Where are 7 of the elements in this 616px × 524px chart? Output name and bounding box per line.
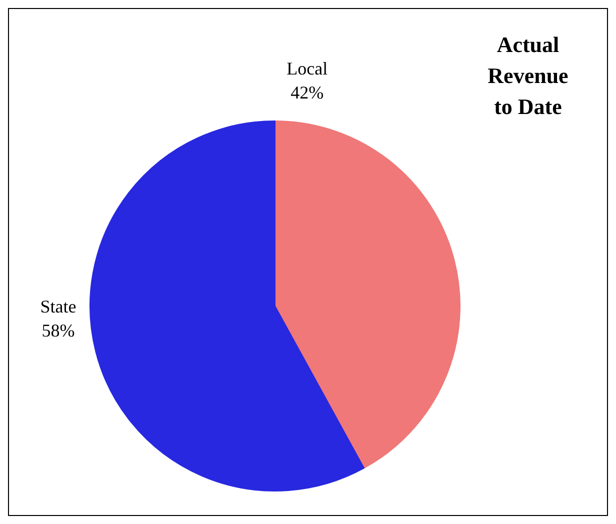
data-label: 42%: [290, 82, 324, 102]
slice-label: State: [40, 296, 76, 317]
pie-slice: [90, 120, 365, 492]
text: Actual Revenue to Date: [488, 32, 569, 119]
data-label: 58%: [42, 320, 75, 341]
pie-slice: [274, 120, 460, 469]
slice-label: Local: [286, 58, 328, 78]
